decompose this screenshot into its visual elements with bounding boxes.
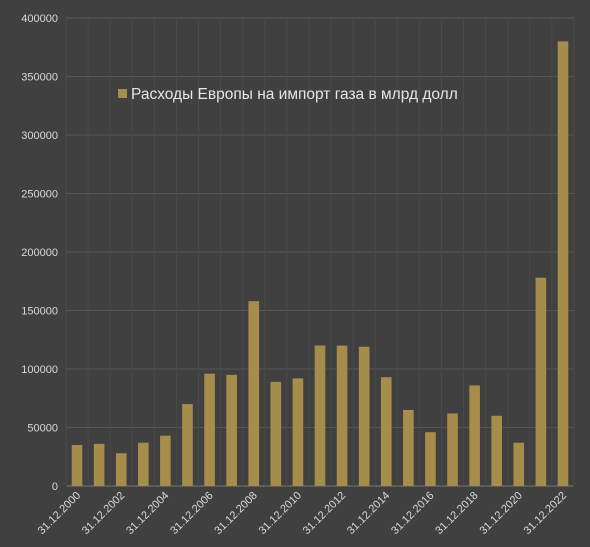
bar	[491, 415, 502, 486]
gridlines	[65, 17, 575, 487]
y-tick-label: 400000	[21, 13, 58, 25]
x-tick-label: 31.12.2000	[36, 490, 83, 537]
bar	[403, 409, 414, 486]
bar	[314, 345, 326, 486]
x-tick-label: 31.12.2014	[345, 490, 392, 537]
bar	[71, 445, 83, 486]
x-tick-label: 31.12.2002	[80, 490, 127, 537]
bar	[292, 378, 304, 486]
y-tick-label: 250000	[21, 189, 58, 201]
bar	[160, 435, 171, 486]
y-tick-label: 300000	[21, 130, 58, 142]
bar	[469, 385, 480, 486]
bar	[115, 453, 127, 486]
y-tick-label: 100000	[21, 364, 58, 376]
x-axis: 31.12.200031.12.200231.12.200431.12.2006…	[36, 490, 569, 537]
bar	[248, 301, 260, 486]
legend: Расходы Европы на импорт газа в млрд дол…	[118, 86, 458, 103]
x-tick-label: 31.12.2016	[389, 490, 436, 537]
y-tick-label: 50000	[27, 423, 58, 435]
x-tick-label: 31.12.2022	[522, 490, 569, 537]
legend-label: Расходы Европы на импорт газа в млрд дол…	[131, 86, 458, 103]
x-tick-label: 31.12.2010	[257, 490, 304, 537]
y-tick-label: 200000	[21, 247, 58, 259]
bar	[270, 381, 282, 486]
legend-swatch	[118, 89, 127, 98]
y-axis: 0 50000 100000 150000 200000 250000 300000 3500…	[21, 13, 58, 493]
x-tick-label: 31.12.2012	[301, 490, 348, 537]
bar	[226, 374, 237, 486]
bar	[138, 442, 149, 486]
bar	[93, 443, 105, 486]
bar	[358, 346, 370, 486]
x-tick-label: 31.12.2020	[477, 490, 524, 537]
bar	[380, 377, 392, 486]
x-tick-label: 31.12.2004	[124, 490, 171, 537]
bar	[336, 345, 348, 486]
bar	[204, 373, 215, 486]
bar	[513, 442, 525, 486]
y-tick-label: 150000	[21, 306, 58, 318]
y-tick-label: 350000	[21, 72, 58, 84]
bar-series	[71, 41, 569, 487]
bar	[447, 413, 458, 486]
x-tick-label: 31.12.2018	[433, 490, 480, 537]
x-tick-label: 31.12.2006	[168, 490, 215, 537]
bar	[535, 277, 547, 486]
bar	[557, 41, 569, 487]
x-tick-label: 31.12.2008	[212, 490, 259, 537]
bar	[425, 432, 436, 486]
y-tick-label: 0	[52, 481, 58, 493]
bar	[182, 404, 193, 486]
